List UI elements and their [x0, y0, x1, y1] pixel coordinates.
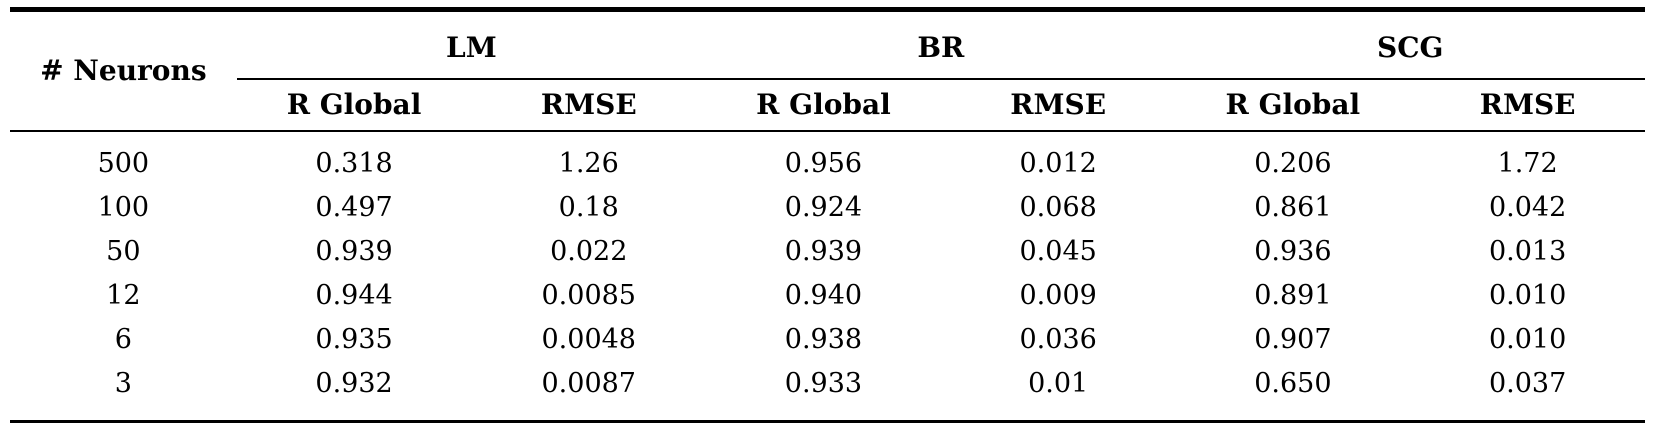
table-row: 500 0.318 1.26 0.956 0.012 0.206 1.72	[10, 131, 1645, 186]
subheader-scg-rmse: RMSE	[1410, 79, 1645, 132]
cell-scg-rmse: 0.013	[1488, 236, 1567, 268]
subheader-br-r-global: R Global	[706, 79, 941, 132]
cell-scg-r-global: 0.206	[1254, 148, 1332, 180]
cell-br-rmse: 0.012	[1019, 148, 1097, 180]
col-header-neurons: # Neurons	[10, 9, 237, 132]
cell-br-r-global: 0.956	[784, 148, 863, 180]
header-group-row: # Neurons LM BR SCG	[10, 9, 1645, 132]
group-header-lm: LM	[236, 9, 707, 80]
cell-br-r-global: 0.924	[784, 192, 863, 224]
row-header-neurons: 6	[114, 324, 132, 356]
cell-lm-r-global: 0.932	[315, 368, 393, 400]
cell-br-r-global: 0.940	[784, 280, 863, 312]
cell-lm-r-global: 0.497	[315, 192, 393, 224]
cell-scg-rmse: 0.010	[1488, 324, 1567, 356]
cell-lm-rmse: 0.0087	[541, 368, 636, 400]
table-row: 100 0.497 0.18 0.924 0.068 0.861 0.042	[10, 186, 1645, 230]
cell-br-rmse: 0.045	[1019, 236, 1097, 268]
subheader-lm-r-global: R Global	[236, 79, 472, 132]
cell-scg-rmse: 1.72	[1497, 148, 1558, 180]
cell-br-r-global: 0.939	[784, 236, 863, 268]
cell-lm-r-global: 0.944	[315, 280, 393, 312]
cell-lm-r-global: 0.935	[315, 324, 393, 356]
cell-br-r-global: 0.938	[784, 324, 863, 356]
header-sub-row: R Global RMSE R Global RMSE R Global RMS…	[10, 79, 1645, 132]
table-row: 6 0.935 0.0048 0.938 0.036 0.907 0.010	[10, 318, 1645, 362]
cell-lm-r-global: 0.939	[315, 236, 393, 268]
cell-scg-rmse: 0.037	[1488, 368, 1567, 400]
cell-lm-rmse: 0.0085	[541, 280, 636, 312]
cell-br-rmse: 0.009	[1019, 280, 1097, 312]
subheader-lm-rmse: RMSE	[471, 79, 707, 132]
cell-lm-rmse: 1.26	[558, 148, 619, 180]
row-header-neurons: 500	[97, 148, 150, 180]
row-header-neurons: 12	[106, 280, 141, 312]
row-header-neurons: 100	[97, 192, 150, 224]
table-row: 50 0.939 0.022 0.939 0.045 0.936 0.013	[10, 230, 1645, 274]
cell-lm-rmse: 0.0048	[541, 324, 636, 356]
cell-br-rmse: 0.036	[1019, 324, 1097, 356]
row-header-neurons: 3	[114, 368, 132, 400]
cell-lm-rmse: 0.18	[558, 192, 619, 224]
row-header-neurons: 50	[106, 236, 141, 268]
cell-scg-r-global: 0.936	[1254, 236, 1332, 268]
group-header-scg: SCG	[1175, 9, 1645, 80]
cell-scg-r-global: 0.861	[1254, 192, 1332, 224]
cell-scg-r-global: 0.650	[1254, 368, 1332, 400]
table-container: # Neurons LM BR SCG R Global RMSE R Glob…	[10, 7, 1645, 423]
cell-scg-rmse: 0.010	[1488, 280, 1567, 312]
cell-br-r-global: 0.933	[784, 368, 863, 400]
subheader-scg-r-global: R Global	[1175, 79, 1411, 132]
results-table: # Neurons LM BR SCG R Global RMSE R Glob…	[10, 7, 1645, 423]
cell-scg-r-global: 0.891	[1254, 280, 1332, 312]
cell-br-rmse: 0.01	[1028, 368, 1089, 400]
table-row: 12 0.944 0.0085 0.940 0.009 0.891 0.010	[10, 274, 1645, 318]
cell-lm-rmse: 0.022	[550, 236, 628, 268]
cell-scg-rmse: 0.042	[1488, 192, 1567, 224]
cell-scg-r-global: 0.907	[1254, 324, 1332, 356]
table-row: 3 0.932 0.0087 0.933 0.01 0.650 0.037	[10, 362, 1645, 422]
group-header-br: BR	[706, 9, 1176, 80]
cell-br-rmse: 0.068	[1019, 192, 1097, 224]
cell-lm-r-global: 0.318	[315, 148, 393, 180]
subheader-br-rmse: RMSE	[940, 79, 1176, 132]
